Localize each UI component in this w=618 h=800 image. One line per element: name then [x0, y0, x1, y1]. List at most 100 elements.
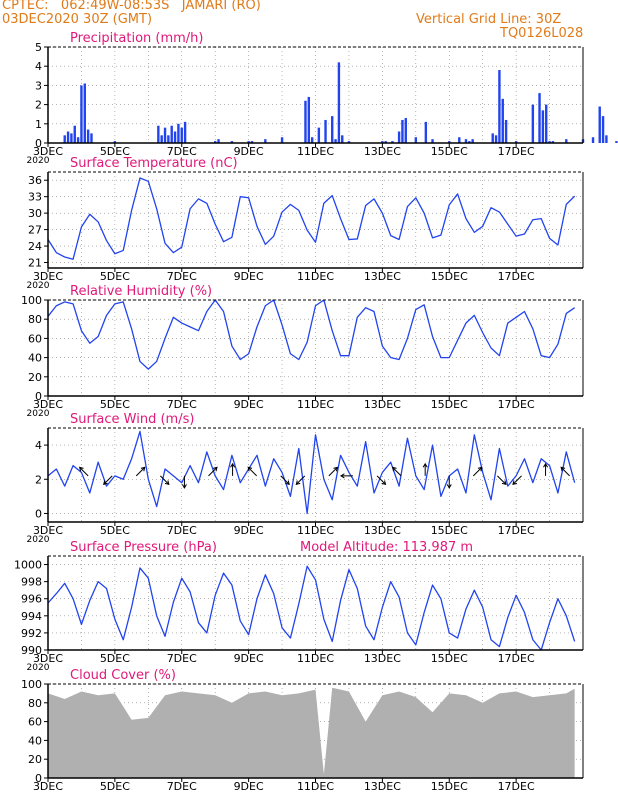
- wind-arrow-head: [181, 484, 187, 489]
- wind-arrow-head: [543, 462, 549, 468]
- x-tick-label: 13DEC: [364, 652, 401, 665]
- cloud-cover-area: [48, 687, 575, 778]
- wind-arrow: [497, 475, 507, 485]
- x-tick-label: 9DEC: [234, 270, 264, 283]
- wind-arrow: [79, 467, 89, 477]
- wind-arrow: [295, 475, 306, 485]
- wind-arrow: [135, 467, 146, 477]
- series-line: [47, 565, 576, 651]
- precip-bar: [76, 137, 80, 143]
- x-tick-label: 9DEC: [234, 524, 264, 537]
- y-tick-label: 996: [21, 593, 42, 606]
- x-tick-label: 3DEC: [33, 524, 63, 537]
- precip-bar: [304, 100, 307, 143]
- y-tick-label: 2: [35, 473, 42, 486]
- x-tick-label: 5DEC: [100, 652, 130, 665]
- x-tick-label: 5DEC: [100, 398, 130, 411]
- y-tick-label: 27: [28, 224, 42, 237]
- wind-arrow-head: [381, 480, 387, 486]
- precip-bar: [230, 141, 234, 143]
- wind-arrow-head: [333, 466, 339, 472]
- y-tick-label: 5: [35, 41, 42, 54]
- precip-bar: [491, 133, 494, 143]
- x-tick-label: 5DEC: [100, 270, 130, 283]
- precip-bar: [605, 135, 608, 143]
- header-vertical-grid-note: Vertical Grid Line: 30Z: [416, 12, 562, 27]
- wind-arrow-head: [339, 473, 345, 479]
- y-tick-label: 30: [28, 207, 42, 220]
- precip-bar: [324, 119, 327, 143]
- x-tick-label: 7DEC: [167, 524, 197, 537]
- wind-arrow-head: [164, 480, 170, 486]
- precip-bar: [598, 106, 601, 143]
- precip-bar: [531, 104, 535, 143]
- wind-arrow: [472, 467, 483, 477]
- x-tick-label: 11DEC: [297, 780, 334, 793]
- precip-bar: [458, 137, 461, 143]
- x-tick-label: 11DEC: [297, 145, 334, 158]
- x-tick-label: 13DEC: [364, 524, 401, 537]
- y-tick-label: 1000: [14, 559, 42, 572]
- panel-title: Cloud Cover (%): [70, 668, 176, 683]
- precip-bar: [90, 133, 93, 143]
- wind-arrow-head: [477, 466, 483, 472]
- precip-bar: [591, 137, 595, 143]
- wind-arrow-head: [512, 480, 517, 486]
- wind-arrow: [103, 475, 113, 485]
- panel-title: Surface Wind (m/s): [70, 412, 194, 427]
- precip-bar: [247, 141, 250, 143]
- wind-arrow-head: [285, 480, 290, 486]
- y-tick-label: 60: [28, 716, 42, 729]
- y-tick-label: 2: [35, 99, 42, 112]
- wind-arrow: [512, 475, 522, 485]
- x-tick-label: 3DEC: [33, 780, 63, 793]
- header-model-code: TQ0126L028: [500, 26, 584, 41]
- precip-bar: [494, 135, 498, 143]
- x-tick-label: 17DEC: [498, 524, 535, 537]
- precip-bar: [431, 139, 434, 143]
- precip-bar: [615, 141, 618, 143]
- x-tick-label: 9DEC: [234, 145, 264, 158]
- y-tick-label: 36: [28, 174, 42, 187]
- x-tick-label: 9DEC: [234, 652, 264, 665]
- precip-bar: [498, 70, 501, 143]
- wind-arrow-head: [560, 466, 566, 472]
- precip-bar: [163, 127, 167, 143]
- x-tick-label: 15DEC: [431, 398, 468, 411]
- precip-bar: [73, 125, 76, 143]
- precip-bar: [70, 133, 73, 143]
- wind-arrow: [328, 467, 338, 477]
- x-tick-label: 7DEC: [167, 780, 197, 793]
- precip-bar: [548, 141, 551, 143]
- panel-title: Surface Temperature (nC): [70, 156, 238, 171]
- x-tick-label: 3DEC: [33, 270, 63, 283]
- wind-arrow-head: [212, 466, 218, 472]
- y-tick-label: 60: [28, 332, 42, 345]
- precip-bar: [501, 98, 504, 143]
- precip-bar: [170, 125, 173, 143]
- y-tick-label: 24: [28, 240, 42, 253]
- y-tick-label: 0: [35, 772, 42, 785]
- x-tick-label: 15DEC: [431, 652, 468, 665]
- panel-title: Precipitation (mm/h): [70, 31, 203, 46]
- x-tick-label: 17DEC: [498, 145, 535, 158]
- y-tick-label: 0: [35, 507, 42, 520]
- x-tick-label: 5DEC: [100, 780, 130, 793]
- precip-bar: [514, 141, 518, 143]
- y-tick-label: 4: [35, 60, 42, 73]
- y-tick-label: 0: [35, 390, 42, 403]
- wind-arrow-head: [391, 466, 397, 472]
- precip-bar: [280, 137, 284, 143]
- precip-bar: [334, 139, 337, 143]
- series-line: [47, 299, 576, 370]
- x-tick-label: 11DEC: [297, 524, 334, 537]
- precip-bar: [565, 139, 568, 143]
- precip-bar: [331, 116, 334, 143]
- x-tick-label: 17DEC: [498, 780, 535, 793]
- x-tick-label: 5DEC: [100, 145, 130, 158]
- y-tick-label: 100: [21, 678, 42, 691]
- precip-bar: [347, 141, 351, 143]
- x-tick-label: 13DEC: [364, 270, 401, 283]
- wind-arrow-head: [446, 484, 452, 489]
